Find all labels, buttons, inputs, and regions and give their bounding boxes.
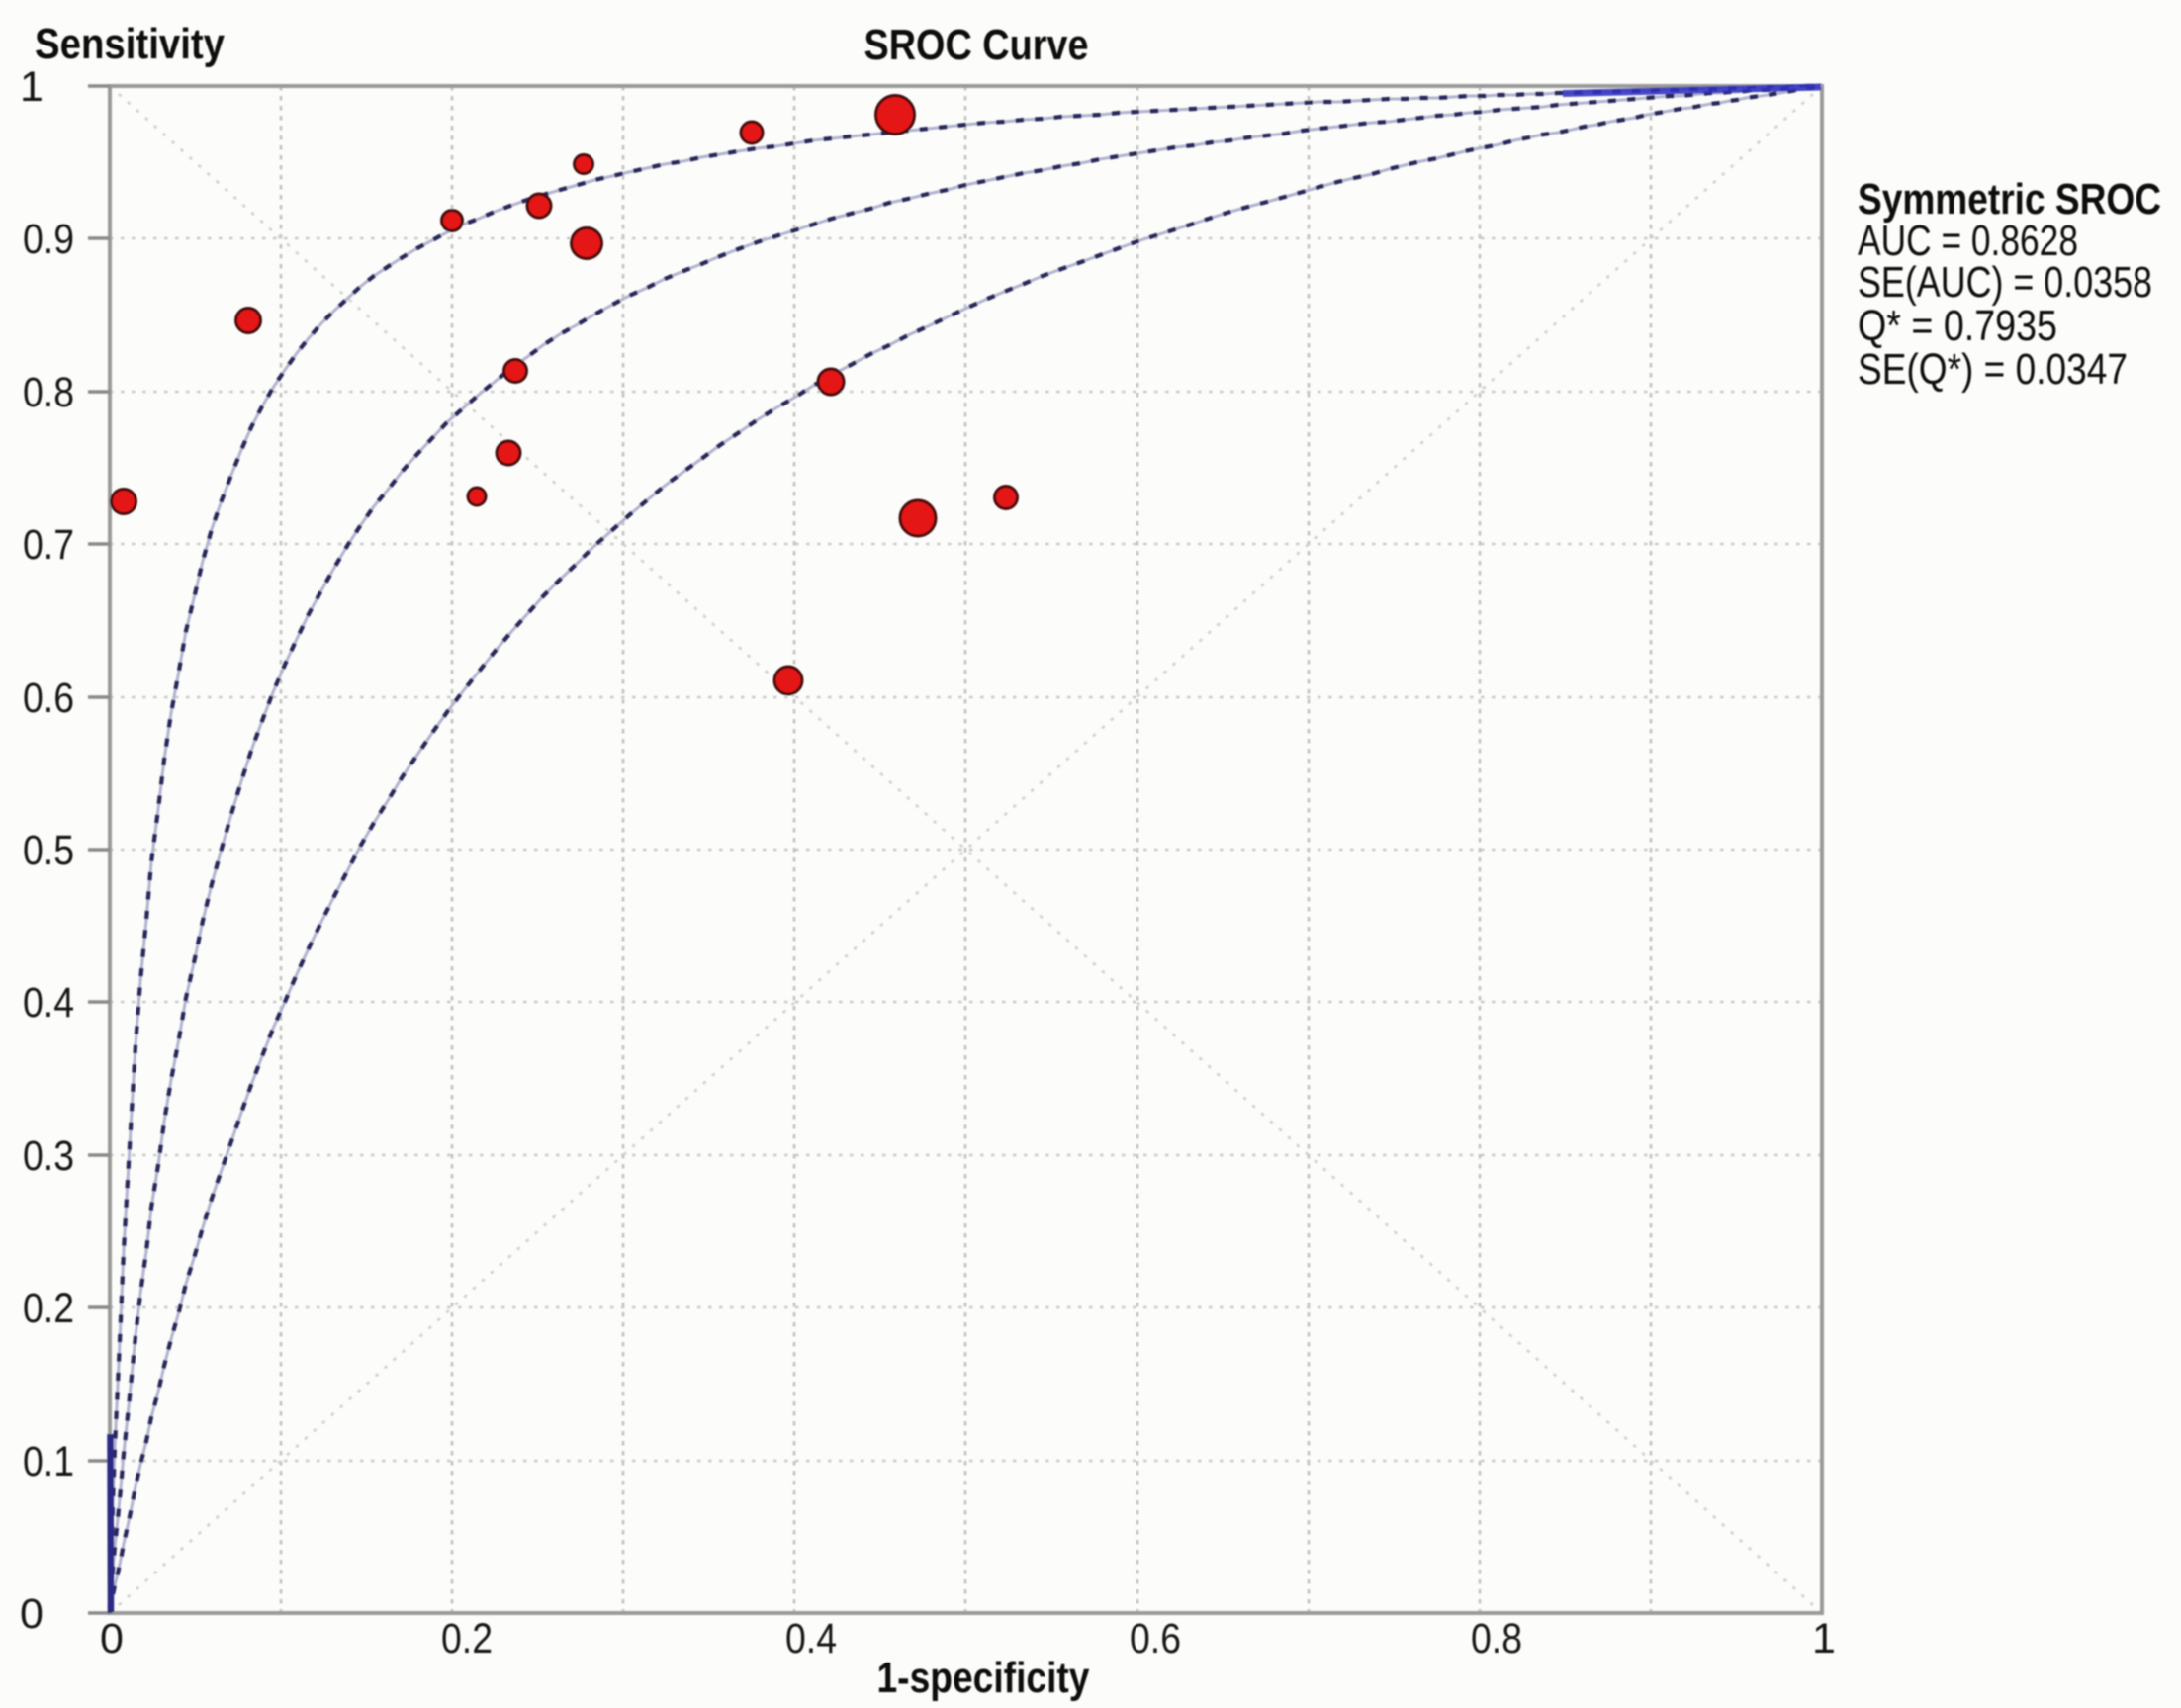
svg-text:1-specificity: 1-specificity bbox=[877, 1654, 1090, 1702]
svg-text:1: 1 bbox=[20, 63, 44, 111]
svg-text:SE(Q*) = 0.0347: SE(Q*) = 0.0347 bbox=[1858, 345, 2128, 394]
svg-text:0: 0 bbox=[20, 1590, 44, 1638]
svg-text:0.4: 0.4 bbox=[785, 1615, 837, 1663]
svg-text:0.8: 0.8 bbox=[1471, 1615, 1522, 1663]
svg-text:AUC = 0.8628: AUC = 0.8628 bbox=[1858, 217, 2078, 265]
svg-text:0: 0 bbox=[100, 1615, 124, 1663]
svg-text:Sensitivity: Sensitivity bbox=[35, 20, 225, 68]
svg-text:0.5: 0.5 bbox=[23, 827, 74, 874]
svg-text:0.2: 0.2 bbox=[23, 1285, 74, 1332]
svg-text:SE(AUC) = 0.0358: SE(AUC) = 0.0358 bbox=[1858, 258, 2152, 307]
svg-text:0.9: 0.9 bbox=[23, 216, 74, 263]
svg-text:1: 1 bbox=[1812, 1615, 1836, 1663]
svg-text:0.6: 0.6 bbox=[23, 674, 74, 722]
svg-text:0.3: 0.3 bbox=[23, 1132, 74, 1180]
svg-text:0.8: 0.8 bbox=[23, 369, 74, 416]
svg-text:0.6: 0.6 bbox=[1130, 1615, 1181, 1663]
svg-text:0.4: 0.4 bbox=[23, 979, 74, 1027]
svg-text:SROC Curve: SROC Curve bbox=[864, 21, 1089, 69]
svg-text:0.1: 0.1 bbox=[23, 1438, 74, 1485]
svg-text:0.7: 0.7 bbox=[23, 521, 74, 569]
svg-text:Symmetric SROC: Symmetric SROC bbox=[1858, 175, 2161, 224]
svg-text:Q* = 0.7935: Q* = 0.7935 bbox=[1858, 302, 2057, 350]
svg-text:0.2: 0.2 bbox=[441, 1615, 493, 1663]
